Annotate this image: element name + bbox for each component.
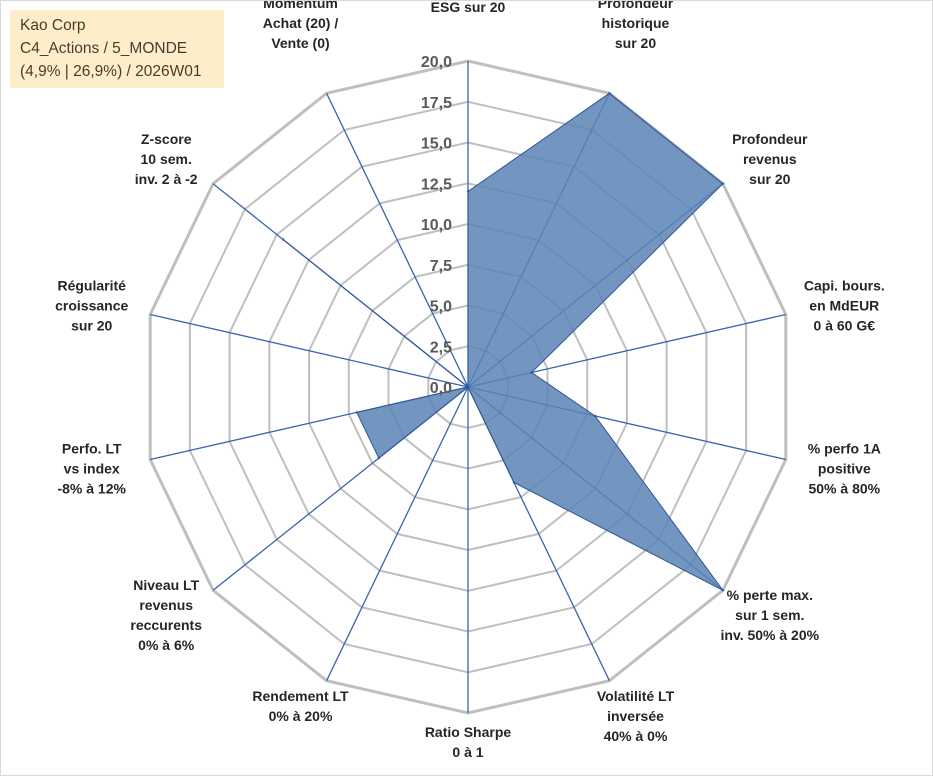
axis-label-line: historique [602,15,670,31]
tick-label: 17,5 [421,95,452,112]
axis-label-line: Volatilité LT [597,688,675,704]
axis-label-line: inversée [607,708,664,724]
tick-label: 20,0 [421,54,452,71]
axis-label-line: 0% à 6% [138,637,195,653]
data-point [721,182,725,185]
axis-label-line: Perfo. LT [62,440,122,456]
tick-label: 2,5 [430,339,452,356]
axis-label-line: revenus [743,151,797,167]
axis-label-line: Z-score [141,131,192,147]
axis-label-line: Capi. bours. [804,278,885,294]
axis-label-line: Achat (20) / [263,15,339,31]
info-box: Kao Corp C4_Actions / 5_MONDE (4,9% | 26… [10,10,224,88]
axis-label-line: sur 20 [71,318,112,334]
data-point [530,371,533,374]
axis-label-line: ESG sur 20 [431,1,506,15]
axis-label-line: 50% à 80% [808,480,880,496]
axis-label: Profondeur historique sur 20 [598,1,674,51]
tick-label: 10,0 [421,217,452,234]
axis-label-line: Régularité [57,278,126,294]
axis-label: Profondeur revenus sur 20 [732,131,808,187]
axis-label-line: 40% à 0% [604,728,668,744]
data-point [377,456,380,460]
axis-label-line: % perfo 1A [808,440,881,456]
data-point [355,411,358,414]
axis-spoke [326,93,469,388]
tick-label: 12,5 [421,176,452,193]
axis-label: Capi. bours. en MdEUR 0 à 60 G€ [804,278,885,334]
axis-label-line: reccurents [130,617,202,633]
axis-label-line: en MdEUR [809,298,879,314]
axis-label: Perfo. LT vs index -8% à 12% [57,440,126,496]
portfolio-stats: (4,9% | 26,9%) / 2026W01 [20,63,202,80]
axis-label: NoteESG sur 20 [431,1,506,15]
tick-labels: 0,0 2,5 5,0 7,5 10,0 12,5 15,0 17,5 20,0 [421,54,452,397]
axis-label-line: Ratio Sharpe [425,724,512,740]
portfolio-name: C4_Actions / 5_MONDE [20,40,188,57]
data-point [593,414,597,418]
axis-label: Rendement LT 0% à 20% [252,688,349,724]
axis-label-line: 0% à 20% [269,708,333,724]
tick-label: 15,0 [421,136,452,153]
axis-label-line: % perte max. [727,587,813,603]
company-name: Kao Corp [20,17,86,34]
data-point [721,589,725,592]
axis-label-line: revenus [139,597,193,613]
axis-label: Ratio Sharpe 0 à 1 [425,724,512,760]
axis-label-line: inv. 50% à 20% [721,627,820,643]
axis-label-line: positive [818,460,871,476]
axis-label-line: -8% à 12% [57,480,126,496]
axis-label-line: vs index [64,460,120,476]
series-area [282,92,724,591]
data-point [466,190,470,193]
axis-label: Régularité croissance sur 20 [55,278,128,334]
axis-label-line: croissance [55,298,128,314]
axis-label: Volatilité LT inversée 40% à 0% [597,688,675,744]
axis-label-line: sur 1 sem. [735,607,804,623]
axis-label: Momentum Achat (20) / Vente (0) [263,1,339,51]
axis-label-line: sur 20 [615,35,656,51]
data-series [282,92,725,592]
axis-label: % perte max. sur 1 sem. inv. 50% à 20% [721,587,820,643]
axis-label: Z-score 10 sem. inv. 2 à -2 [135,131,198,187]
data-point [282,238,285,241]
axis-label-line: Profondeur [598,1,674,11]
axis-label-line: 10 sem. [141,151,192,167]
axis-label-line: Profondeur [732,131,808,147]
tick-label: 5,0 [430,299,452,316]
data-point [512,481,516,484]
tick-label: 0,0 [430,380,452,397]
axis-label-line: inv. 2 à -2 [135,171,198,187]
axis-label-line: Vente (0) [271,35,329,51]
axis-spoke [326,386,469,681]
axis-label-line: Rendement LT [252,688,349,704]
data-point [608,92,611,95]
axis-label-line: 0 à 1 [452,744,483,760]
axis-labels: NoteESG sur 20 Profondeur historique sur 20… [55,1,885,760]
axis-label-line: sur 20 [749,171,790,187]
tick-label: 7,5 [430,258,452,275]
axis-label-line: 0 à 60 G€ [814,318,876,334]
axis-label-line: Momentum [263,1,338,11]
data-point [466,385,470,389]
axis-label: Niveau LT revenus reccurents 0% à 6% [130,577,202,653]
axis-spoke [150,313,469,388]
axis-label-line: Niveau LT [133,577,199,593]
axis-label: % perfo 1A positive 50% à 80% [808,440,881,496]
